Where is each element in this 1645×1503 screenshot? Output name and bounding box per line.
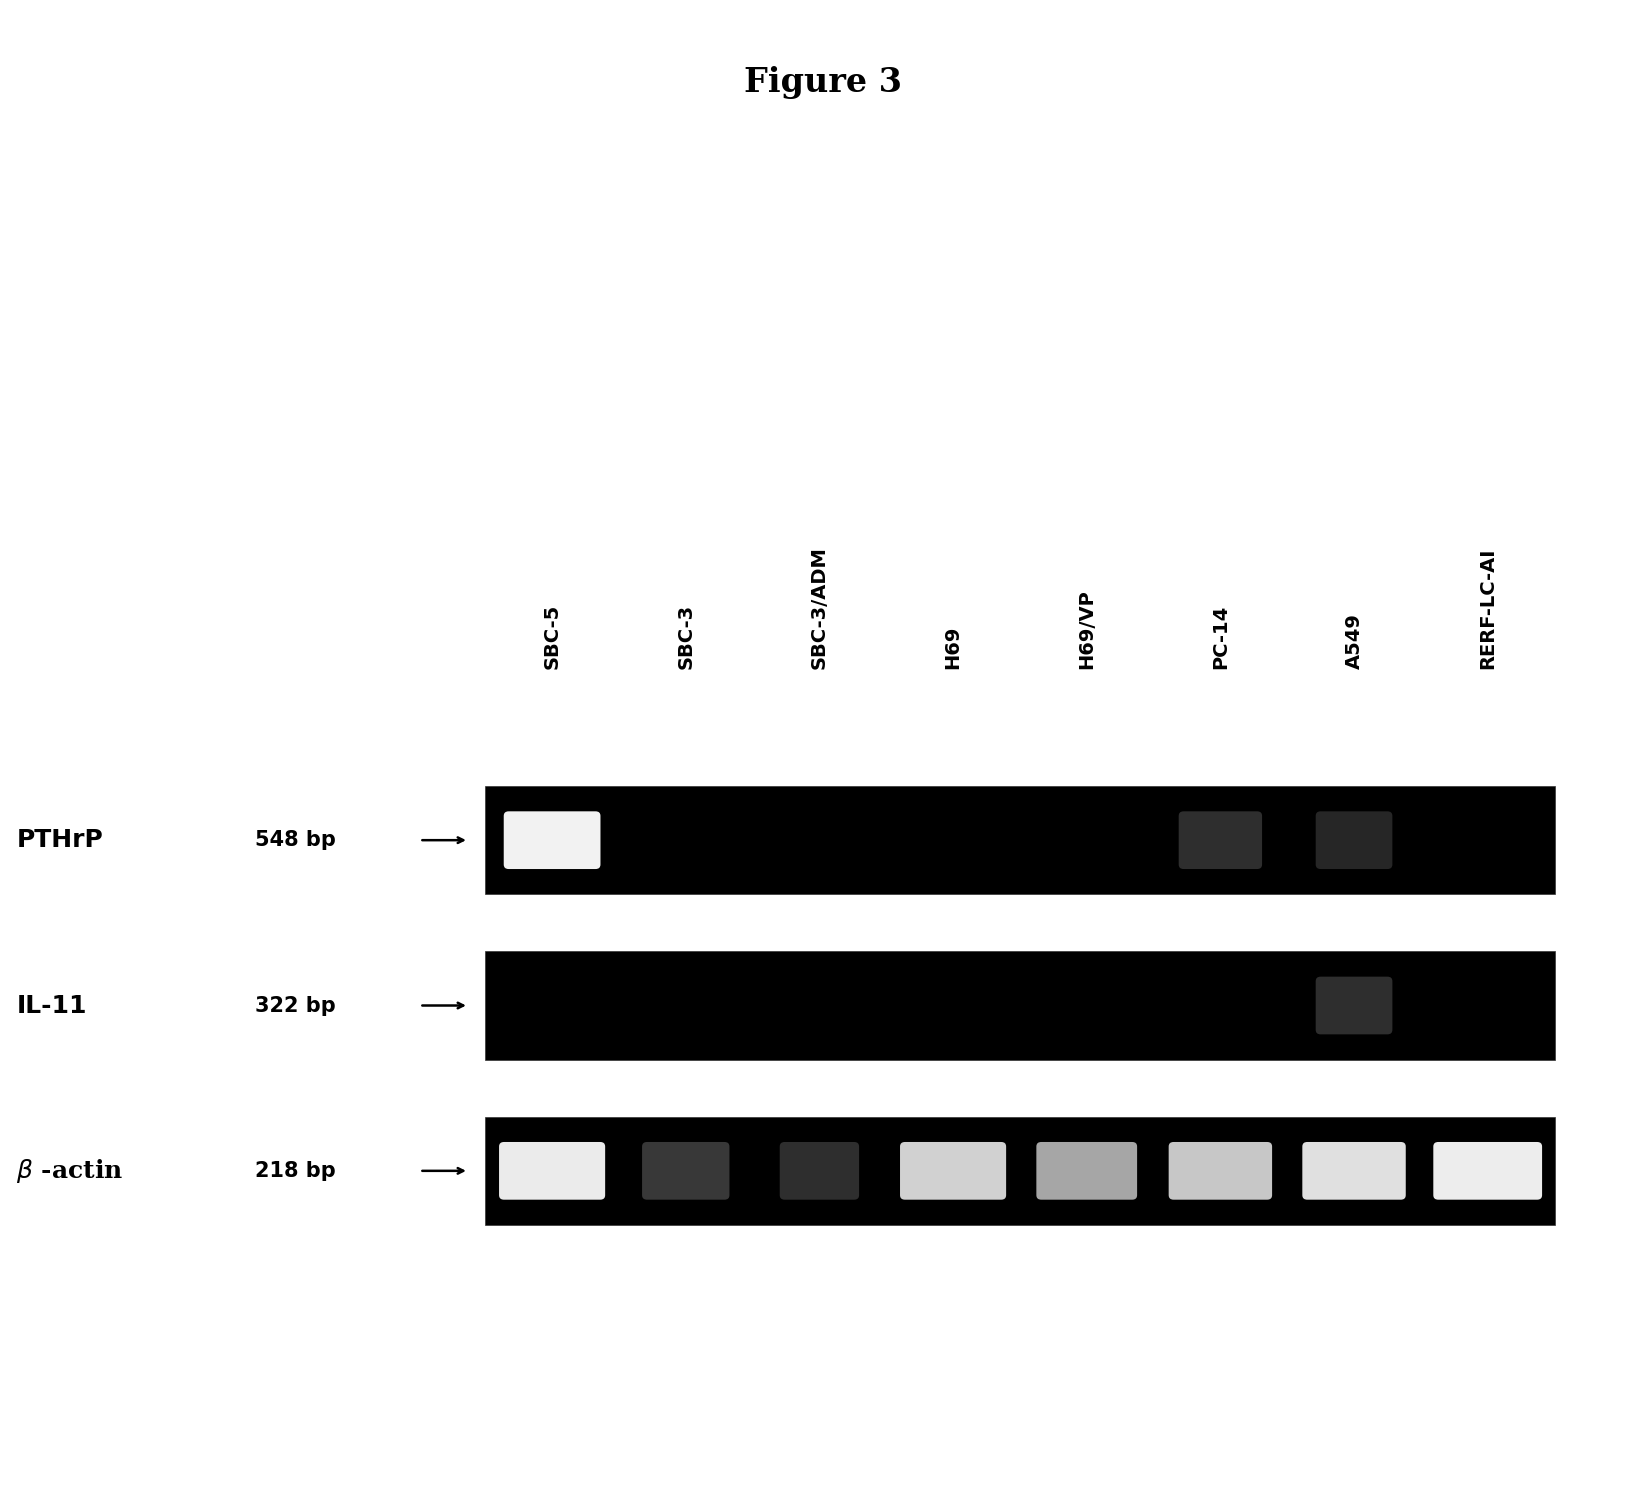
FancyBboxPatch shape bbox=[1316, 812, 1392, 869]
FancyBboxPatch shape bbox=[1433, 1142, 1541, 1199]
Text: A549: A549 bbox=[1344, 613, 1364, 669]
FancyBboxPatch shape bbox=[498, 1142, 605, 1199]
Bar bbox=[485, 786, 1555, 894]
FancyBboxPatch shape bbox=[780, 1142, 859, 1199]
FancyBboxPatch shape bbox=[1316, 977, 1392, 1034]
Text: SBC-3/ADM: SBC-3/ADM bbox=[809, 546, 829, 669]
Bar bbox=[485, 951, 1555, 1060]
Text: SBC-5: SBC-5 bbox=[543, 604, 561, 669]
Text: SBC-3: SBC-3 bbox=[676, 604, 696, 669]
Text: $\beta$ -actin: $\beta$ -actin bbox=[16, 1157, 123, 1184]
FancyBboxPatch shape bbox=[642, 1142, 729, 1199]
FancyBboxPatch shape bbox=[1303, 1142, 1406, 1199]
Text: 218 bp: 218 bp bbox=[255, 1160, 336, 1181]
Text: H69/VP: H69/VP bbox=[1077, 589, 1096, 669]
Text: 548 bp: 548 bp bbox=[255, 830, 336, 851]
Text: IL-11: IL-11 bbox=[16, 993, 87, 1018]
Text: RERF-LC-AI: RERF-LC-AI bbox=[1479, 547, 1497, 669]
Text: PC-14: PC-14 bbox=[1211, 604, 1230, 669]
Text: H69: H69 bbox=[944, 625, 962, 669]
Text: Figure 3: Figure 3 bbox=[744, 66, 901, 99]
FancyBboxPatch shape bbox=[900, 1142, 1007, 1199]
FancyBboxPatch shape bbox=[1179, 812, 1262, 869]
Text: PTHrP: PTHrP bbox=[16, 828, 104, 852]
Bar bbox=[485, 1117, 1555, 1225]
FancyBboxPatch shape bbox=[503, 812, 600, 869]
Text: 322 bp: 322 bp bbox=[255, 995, 336, 1016]
FancyBboxPatch shape bbox=[1168, 1142, 1272, 1199]
FancyBboxPatch shape bbox=[1036, 1142, 1137, 1199]
